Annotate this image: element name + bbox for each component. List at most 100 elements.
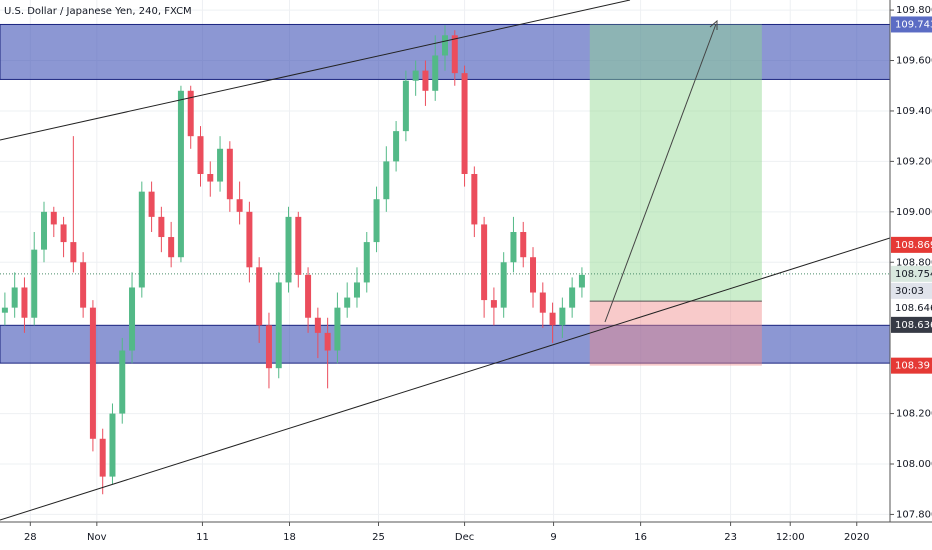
candle-body	[217, 148, 224, 182]
candle-body	[41, 211, 48, 250]
candle-body	[177, 90, 184, 258]
candle-body	[324, 332, 331, 351]
candle-body	[236, 199, 243, 212]
candle-body	[549, 312, 556, 326]
price-label: 108.39	[895, 361, 930, 372]
candle-body	[265, 325, 272, 369]
candle-body	[80, 262, 87, 308]
candle-body	[344, 297, 351, 308]
price-label: 108.636	[895, 320, 932, 331]
x-tick-label: 9	[550, 532, 556, 543]
candle-body	[226, 148, 233, 200]
y-tick-label: 108.000	[896, 459, 932, 470]
y-tick-label: 107.800	[896, 509, 932, 520]
candle-body	[412, 70, 419, 81]
candle-body	[275, 282, 282, 369]
candle-body	[187, 90, 194, 137]
candles	[1, 25, 585, 495]
candle-body	[383, 161, 390, 200]
x-tick-label: 11	[196, 532, 209, 543]
trend-line	[0, 0, 631, 141]
candle-body	[197, 136, 204, 174]
candle-body	[70, 242, 77, 263]
x-tick-label: 25	[372, 532, 385, 543]
candle-body	[539, 292, 546, 313]
price-label-bg	[891, 299, 932, 316]
candle-body	[256, 267, 263, 326]
x-tick-label: 18	[283, 532, 296, 543]
price-label-bg	[891, 236, 932, 253]
candle-body	[99, 438, 106, 477]
candle-body	[60, 224, 67, 243]
candle-body	[559, 307, 566, 326]
candle-body	[442, 35, 448, 56]
x-tick-label: 16	[634, 532, 647, 543]
y-tick-label: 109.800	[896, 5, 932, 16]
y-tick-label: 108.200	[896, 409, 932, 420]
candle-body	[461, 73, 468, 174]
candle-body	[510, 232, 517, 263]
candle-body	[21, 287, 28, 318]
candle-body	[11, 287, 18, 308]
candle-body	[314, 317, 321, 333]
y-tick-label: 108.800	[896, 257, 932, 268]
candle-body	[500, 262, 507, 308]
projection-arrow	[604, 23, 717, 323]
price-label: 108.754	[895, 269, 932, 280]
x-tick-label: 28	[24, 532, 37, 543]
candle-body	[207, 174, 214, 182]
candle-body	[305, 274, 312, 318]
candle-body	[1, 307, 8, 313]
y-tick-label: 109.400	[896, 106, 932, 117]
candle-body	[422, 70, 429, 91]
candle-body	[569, 287, 576, 308]
candle-body	[138, 191, 145, 288]
y-tick-label: 109.200	[896, 156, 932, 167]
profit-area	[589, 24, 762, 302]
y-tick-label: 109.600	[896, 56, 932, 67]
price-label: 108.646	[895, 303, 932, 314]
candle-body	[402, 80, 409, 132]
candle-body	[295, 216, 302, 275]
arrow-head	[709, 19, 718, 30]
candle-body	[334, 307, 341, 351]
candle-body	[481, 224, 488, 301]
candle-body	[168, 237, 175, 258]
candle-body	[119, 350, 126, 414]
x-tick-label: Nov	[87, 532, 107, 543]
chart-title: U.S. Dollar / Japanese Yen, 240, FXCM	[4, 6, 192, 17]
price-label-bg	[891, 357, 932, 374]
price-label-bg	[891, 16, 932, 33]
candle-body	[432, 55, 439, 91]
candle-body	[373, 199, 380, 243]
candle-body	[109, 413, 116, 477]
candle-body	[520, 232, 527, 258]
candle-body	[353, 282, 360, 298]
x-tick-label: Dec	[455, 532, 474, 543]
candle-body	[148, 191, 155, 217]
candle-body	[530, 257, 537, 293]
candle-body	[50, 211, 57, 225]
price-label: 108.869	[895, 240, 932, 251]
candle-body	[246, 211, 253, 268]
drawings	[0, 0, 891, 521]
candle-body	[363, 242, 370, 283]
candle-body	[471, 174, 478, 225]
candle-body	[89, 307, 96, 439]
candle-body	[129, 287, 136, 351]
x-tick-label: 12:00	[776, 532, 805, 543]
x-tick-label: 2020	[844, 532, 869, 543]
price-label-bg	[891, 265, 932, 282]
candle-body	[490, 300, 497, 308]
candle-body	[31, 249, 38, 318]
candle-body	[285, 216, 292, 283]
loss-area	[589, 301, 762, 366]
x-tick-label: 23	[724, 532, 737, 543]
y-tick-label: 109.000	[896, 207, 932, 218]
trend-line	[0, 237, 891, 521]
candle-body	[578, 274, 585, 288]
price-label-bg	[891, 316, 932, 333]
candle-body	[158, 216, 165, 238]
candle-body	[393, 131, 400, 162]
